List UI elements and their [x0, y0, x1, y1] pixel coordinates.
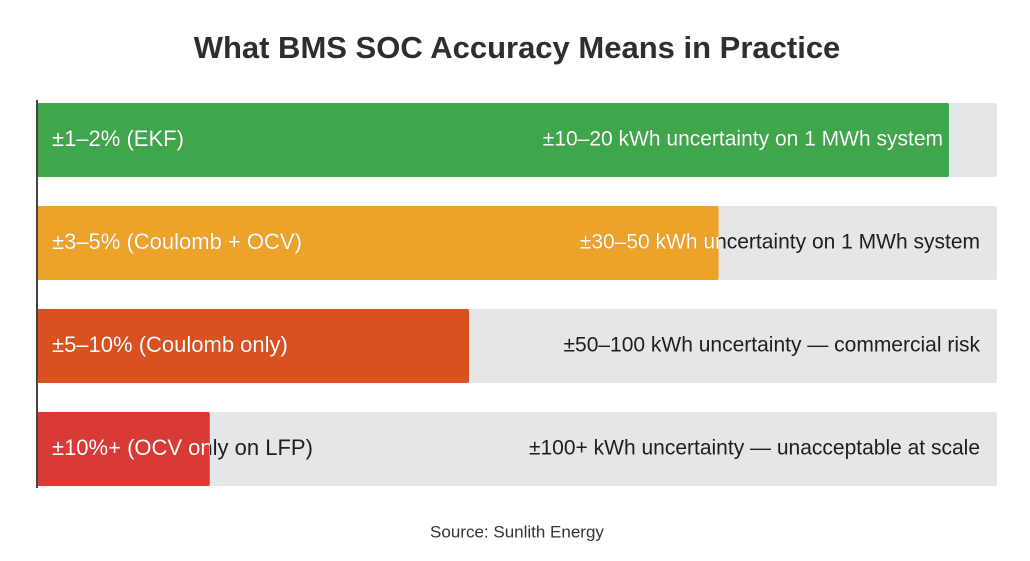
annotation: ±30–50 kWh uncertainty on 1 MWh system	[580, 231, 980, 254]
category-label: ±1–2% (EKF)	[52, 126, 184, 151]
category-label: ±5–10% (Coulomb only)	[52, 332, 288, 357]
bar	[37, 309, 469, 383]
category-label: ±3–5% (Coulomb + OCV)	[52, 229, 302, 254]
annotation: ±50–100 kWh uncertainty — commercial ris…	[563, 334, 980, 357]
category-label: ±1–2% (EKF)	[52, 126, 184, 151]
source: Source: Sunlith Energy	[430, 522, 604, 541]
category-label: ±10%+ (OCV only on LFP)	[52, 435, 313, 460]
chart-title: What BMS SOC Accuracy Means in Practice	[194, 30, 841, 65]
annotation: ±30–50 kWh uncertainty on 1 MWh system	[580, 231, 980, 254]
annotation: ±10–20 kWh uncertainty on 1 MWh system	[543, 128, 943, 151]
category-label: ±10%+ (OCV only on LFP)	[52, 435, 313, 460]
category-label: ±3–5% (Coulomb + OCV)	[52, 229, 302, 254]
category-label: ±5–10% (Coulomb only)	[52, 332, 288, 357]
annotation: ±100+ kWh uncertainty — unacceptable at …	[529, 437, 980, 460]
bar	[37, 412, 210, 486]
annotation: ±10–20 kWh uncertainty on 1 MWh system	[543, 128, 943, 151]
bar	[37, 206, 719, 280]
bar	[37, 103, 949, 177]
bar-track	[37, 412, 997, 486]
